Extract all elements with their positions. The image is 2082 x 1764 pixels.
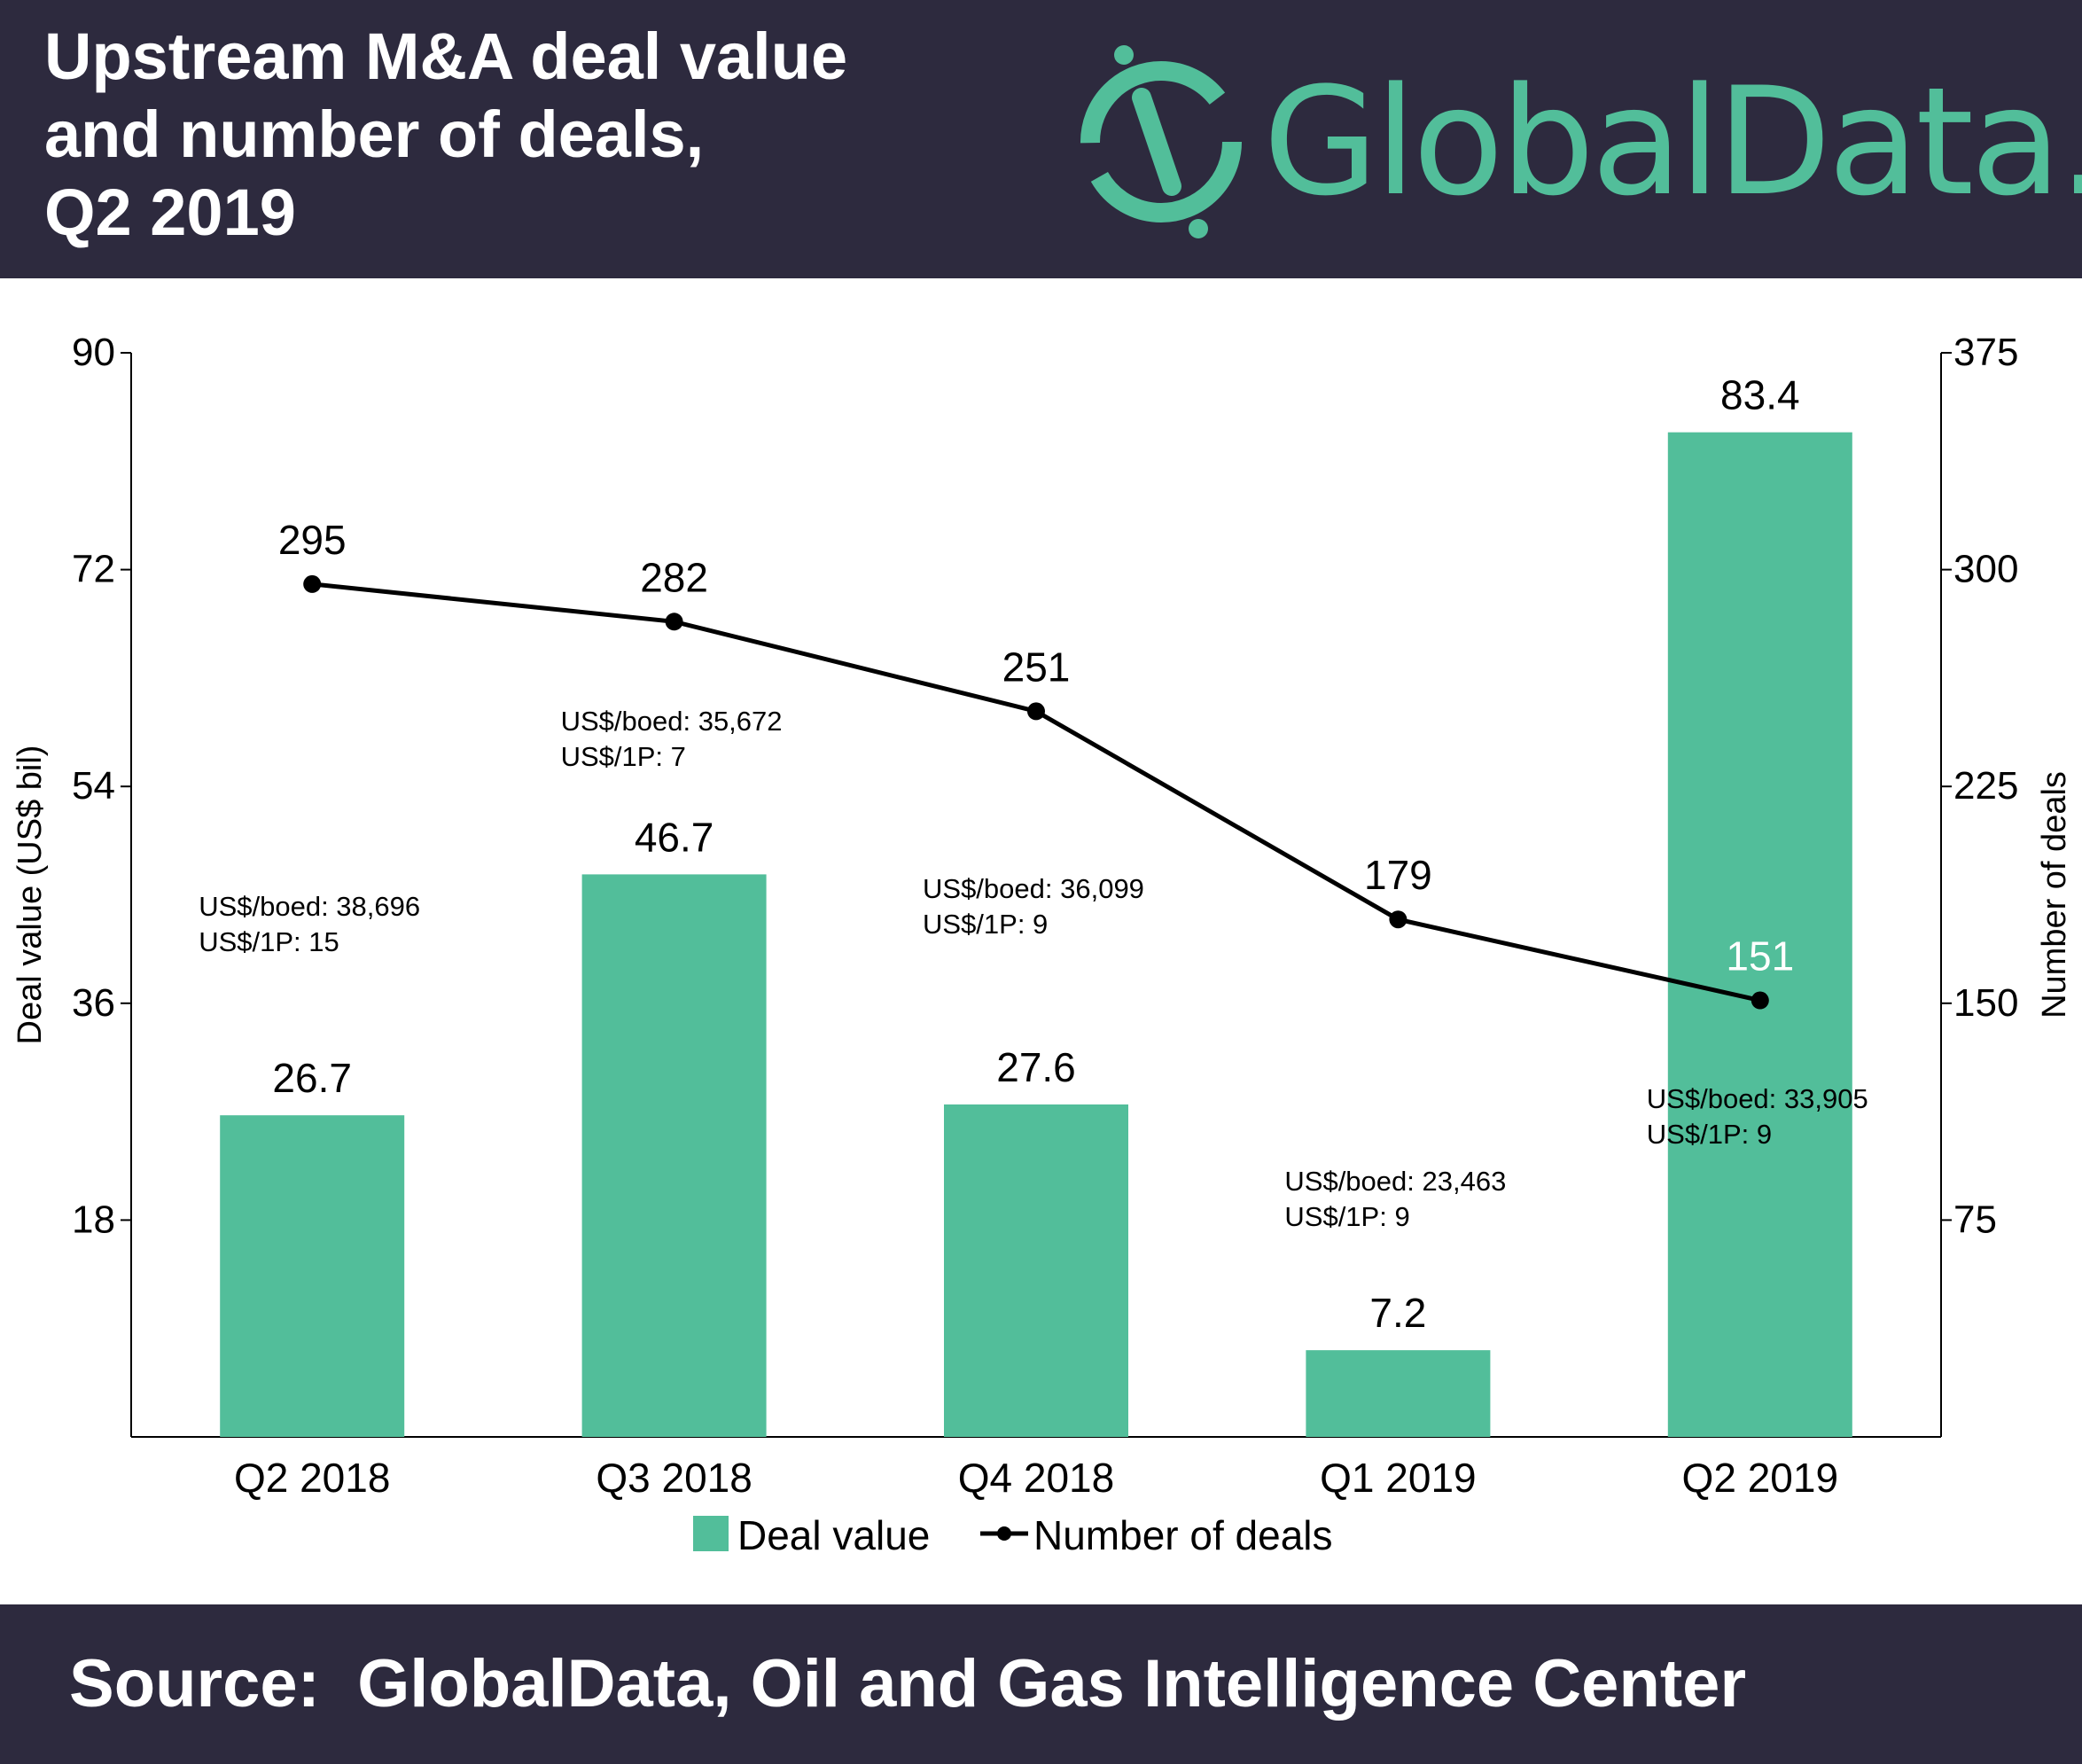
x-tick-label: Q1 2019 [1320, 1455, 1476, 1501]
annotation-line: US$/1P: 9 [923, 909, 1048, 940]
y-tick-label: 18 [72, 1198, 115, 1241]
annotation-line: US$/boed: 33,905 [1647, 1083, 1868, 1114]
annotation-line: US$/1P: 7 [561, 741, 686, 772]
bar-deal-value [1306, 1350, 1491, 1437]
line-value-label: 251 [1002, 644, 1071, 690]
line-point [1027, 702, 1045, 721]
annotation-line: US$/boed: 38,696 [199, 891, 420, 922]
chart-title: Upstream M&A deal value and number of de… [44, 18, 847, 252]
line-point [1389, 910, 1407, 929]
legend-label: Deal value [737, 1512, 930, 1558]
annotation-line: US$/boed: 23,463 [1284, 1166, 1506, 1197]
line-series [303, 574, 1769, 1010]
y2-tick-label: 150 [1953, 981, 2018, 1025]
x-tick-label: Q2 2019 [1682, 1455, 1838, 1501]
y-tick-label: 72 [72, 548, 115, 591]
line-point [665, 613, 683, 631]
y2-tick-label: 300 [1953, 548, 2018, 591]
bar-deal-value [220, 1115, 405, 1437]
value-labels: 26.7 46.7 27.6 7.2 83.4 295 282 251 179 151 [272, 372, 1799, 1336]
title-line-2: and number of deals, [44, 98, 705, 171]
annotation-line: US$/boed: 35,672 [561, 706, 783, 737]
annotations: US$/boed: 38,696 US$/1P: 15 US$/boed: 35,6… [199, 706, 1868, 1232]
line-value-label: 179 [1364, 852, 1432, 898]
bar-deal-value [1667, 432, 1852, 1437]
logo-ring [1080, 61, 1242, 222]
title-line-3: Q2 2019 [44, 176, 296, 249]
legend-swatch-point [997, 1526, 1011, 1541]
annotation-line: US$/1P: 9 [1647, 1119, 1772, 1150]
bar-value-label: 26.7 [272, 1055, 352, 1101]
chart-axes: 18 36 54 72 90 75 150 225 300 375 Q2 2018 Q3 2018 Q4… [12, 331, 2073, 1501]
bar-value-label: 7.2 [1369, 1290, 1426, 1336]
y-tick-label: 54 [72, 764, 115, 808]
bar-deal-value [581, 874, 767, 1437]
line-point [1751, 991, 1769, 1010]
deal-chart: 18 36 54 72 90 75 150 225 300 375 Q2 2018 Q3 2018 Q4… [12, 331, 2073, 1558]
line-value-label: 295 [278, 517, 347, 563]
bar-value-label: 46.7 [635, 814, 714, 860]
annotation-line: US$/1P: 9 [1284, 1201, 1409, 1232]
y-tick-label: 90 [72, 331, 115, 374]
globaldata-logo-icon [1080, 45, 1242, 238]
annotation-line: US$/boed: 36,099 [923, 873, 1144, 904]
source-note: Source: GlobalData, Oil and Gas Intellig… [69, 1646, 1747, 1721]
legend: Deal value Number of deals [693, 1512, 1333, 1558]
y2-tick-label: 225 [1953, 764, 2018, 808]
y2-axis-title: Number of deals [2036, 771, 2073, 1019]
x-tick-label: Q4 2018 [958, 1455, 1114, 1501]
logo-slash [1132, 88, 1181, 196]
x-tick-label: Q2 2018 [234, 1455, 390, 1501]
y-tick-label: 36 [72, 981, 115, 1025]
title-line-1: Upstream M&A deal value [44, 20, 848, 93]
line-value-label: 151 [1726, 933, 1794, 980]
legend-label: Number of deals [1033, 1512, 1333, 1558]
logo-dot-top [1114, 45, 1134, 65]
bar-series [220, 432, 1852, 1437]
y-axis-title: Deal value (US$ bil) [12, 745, 49, 1045]
bar-value-label: 27.6 [996, 1044, 1076, 1090]
header-banner: Upstream M&A deal value and number of de… [0, 0, 2082, 278]
legend-swatch-bar [693, 1516, 729, 1551]
y2-tick-label: 375 [1953, 331, 2018, 374]
annotation-line: US$/1P: 15 [199, 926, 339, 957]
globaldata-logo: GlobalData. [1072, 35, 2082, 248]
footer-banner: Source: GlobalData, Oil and Gas Intellig… [0, 1604, 2082, 1764]
logo-wordmark: GlobalData. [1263, 55, 2082, 229]
logo-dot-bottom [1189, 219, 1208, 238]
x-tick-label: Q3 2018 [596, 1455, 752, 1501]
bar-deal-value [944, 1104, 1128, 1437]
y2-tick-label: 75 [1953, 1198, 1997, 1241]
bar-value-label: 83.4 [1720, 372, 1800, 418]
line-point [303, 574, 322, 593]
line-value-label: 282 [640, 554, 708, 600]
